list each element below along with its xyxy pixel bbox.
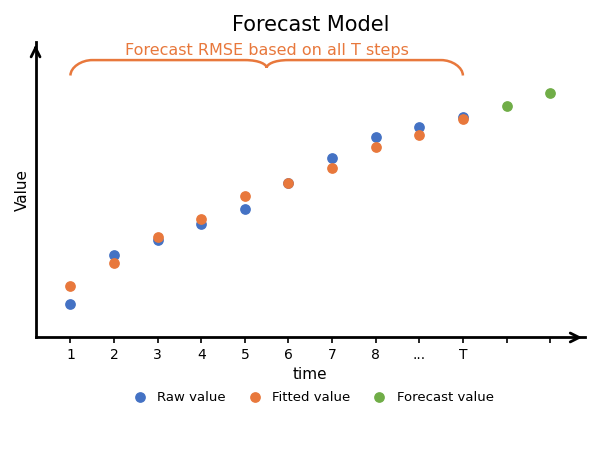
Raw value: [153, 236, 163, 243]
Fitted value: [415, 131, 424, 138]
Raw value: [371, 133, 380, 141]
Fitted value: [240, 193, 250, 200]
Title: Forecast Model: Forecast Model: [232, 15, 389, 35]
Fitted value: [109, 260, 119, 267]
Raw value: [284, 180, 293, 187]
Raw value: [240, 206, 250, 213]
Fitted value: [153, 234, 163, 241]
Fitted value: [327, 164, 337, 172]
Fitted value: [65, 282, 75, 290]
Y-axis label: Value: Value: [15, 169, 30, 211]
Fitted value: [284, 180, 293, 187]
Raw value: [415, 123, 424, 131]
Legend: Raw value, Fitted value, Forecast value: Raw value, Fitted value, Forecast value: [122, 385, 499, 409]
Raw value: [458, 113, 468, 120]
Text: Forecast RMSE based on all T steps: Forecast RMSE based on all T steps: [125, 43, 409, 57]
Forecast value: [545, 90, 555, 97]
Raw value: [109, 252, 119, 259]
Raw value: [65, 300, 75, 308]
Raw value: [196, 221, 206, 228]
X-axis label: time: time: [293, 367, 328, 383]
Fitted value: [196, 216, 206, 223]
Fitted value: [371, 144, 380, 151]
Forecast value: [502, 103, 511, 110]
Fitted value: [458, 115, 468, 123]
Raw value: [327, 154, 337, 161]
